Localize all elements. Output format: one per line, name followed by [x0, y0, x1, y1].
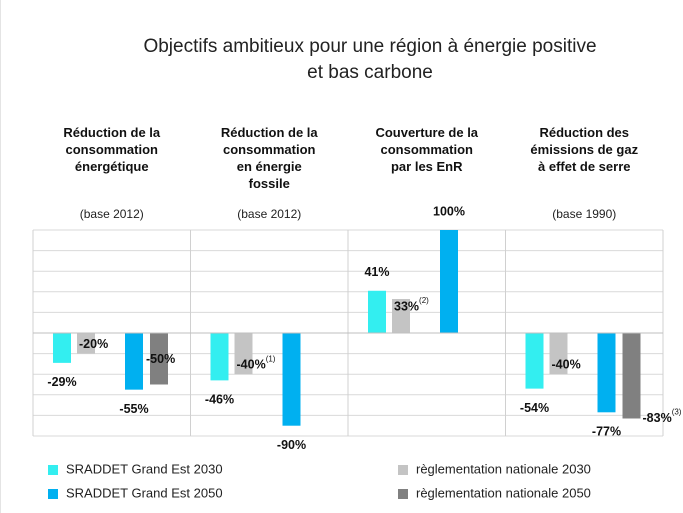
chart-title: Objectifs ambitieux pour une région à én… [143, 36, 597, 83]
bar [210, 333, 229, 381]
footnote-mark: (3) [672, 408, 682, 417]
value-label: -40% [552, 357, 581, 371]
legend-swatch [48, 489, 58, 499]
value-label: -54% [520, 401, 549, 415]
base-label: (base 1990) [552, 207, 617, 221]
legend-swatch [398, 489, 408, 499]
legend-label: règlementation nationale 2050 [416, 485, 591, 500]
footnote-mark: (2) [419, 296, 429, 305]
value-label: -40% [237, 357, 266, 371]
bar [525, 333, 544, 389]
legend-swatch [48, 465, 58, 475]
legend-label: SRADDET Grand Est 2050 [66, 485, 223, 500]
value-label: -46% [205, 393, 234, 407]
category-label: Réduction de la consommation en énergie … [220, 125, 318, 191]
bar [53, 333, 71, 363]
bar [392, 299, 410, 333]
bar [368, 290, 386, 333]
value-label: -29% [47, 375, 76, 389]
value-label: -90% [277, 438, 306, 452]
value-label: -20% [79, 337, 108, 351]
category-label: Réduction des émissions de gaz à effet d… [530, 125, 639, 174]
value-label: -77% [592, 425, 621, 439]
bar [282, 333, 301, 426]
legend-label: SRADDET Grand Est 2030 [66, 461, 223, 476]
value-label: -55% [119, 402, 148, 416]
category-label: Réduction de la consommation énergétique [63, 125, 161, 174]
value-label: -83% [643, 411, 672, 425]
bar [549, 333, 568, 375]
value-label: -50% [146, 352, 175, 366]
legend-swatch [398, 465, 408, 475]
bar [622, 333, 641, 419]
bar [597, 333, 616, 413]
value-label: 100% [433, 204, 465, 218]
base-label: (base 2012) [237, 207, 302, 221]
category-label: Couverture de la consommation par les En… [375, 125, 479, 174]
value-label: 33% [394, 299, 419, 313]
bar [234, 333, 253, 375]
bar [125, 333, 143, 390]
base-label: (base 2012) [79, 207, 144, 221]
footnote-mark: (1) [266, 354, 276, 363]
value-label: 41% [364, 265, 389, 279]
bar [77, 333, 95, 354]
bar [440, 230, 458, 333]
legend-label: règlementation nationale 2030 [416, 461, 591, 476]
bar [150, 333, 168, 385]
